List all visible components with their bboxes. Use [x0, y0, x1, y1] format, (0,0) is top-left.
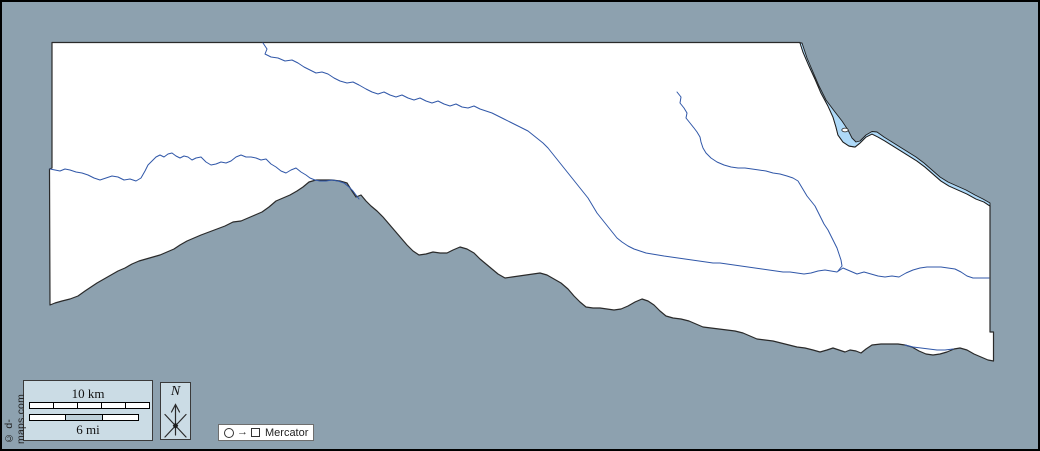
scale-mi-label: 6 mi — [76, 422, 100, 437]
projection-label: Mercator — [265, 426, 309, 439]
island — [841, 127, 849, 133]
river-west — [49, 152, 360, 200]
river-main — [262, 42, 990, 279]
km-segment — [30, 403, 54, 408]
scale-bar-panel: 10 km 6 mi — [23, 380, 153, 441]
km-segment — [54, 403, 78, 408]
compass-star-icon — [164, 403, 187, 438]
mi-segment — [103, 415, 138, 420]
scale-km-label: 10 km — [71, 386, 105, 401]
mi-segment — [66, 415, 103, 420]
projection-panel: → Mercator — [218, 424, 315, 441]
lagoon-line — [904, 344, 954, 351]
square-icon — [251, 428, 260, 437]
km-segment — [78, 403, 102, 408]
river-tributary — [676, 91, 843, 272]
north-label: N — [170, 384, 181, 399]
circle-icon — [224, 427, 234, 438]
scale-km-bar — [29, 402, 150, 409]
north-arrow-panel: N — [160, 382, 191, 440]
km-segment — [126, 403, 149, 408]
km-segment — [102, 403, 126, 408]
attribution: © d-maps.com — [3, 393, 27, 444]
arrow-right-icon: → — [237, 426, 248, 438]
scale-mi-bar — [29, 414, 139, 421]
mi-segment — [30, 415, 67, 420]
coastal-water-band — [799, 42, 991, 207]
